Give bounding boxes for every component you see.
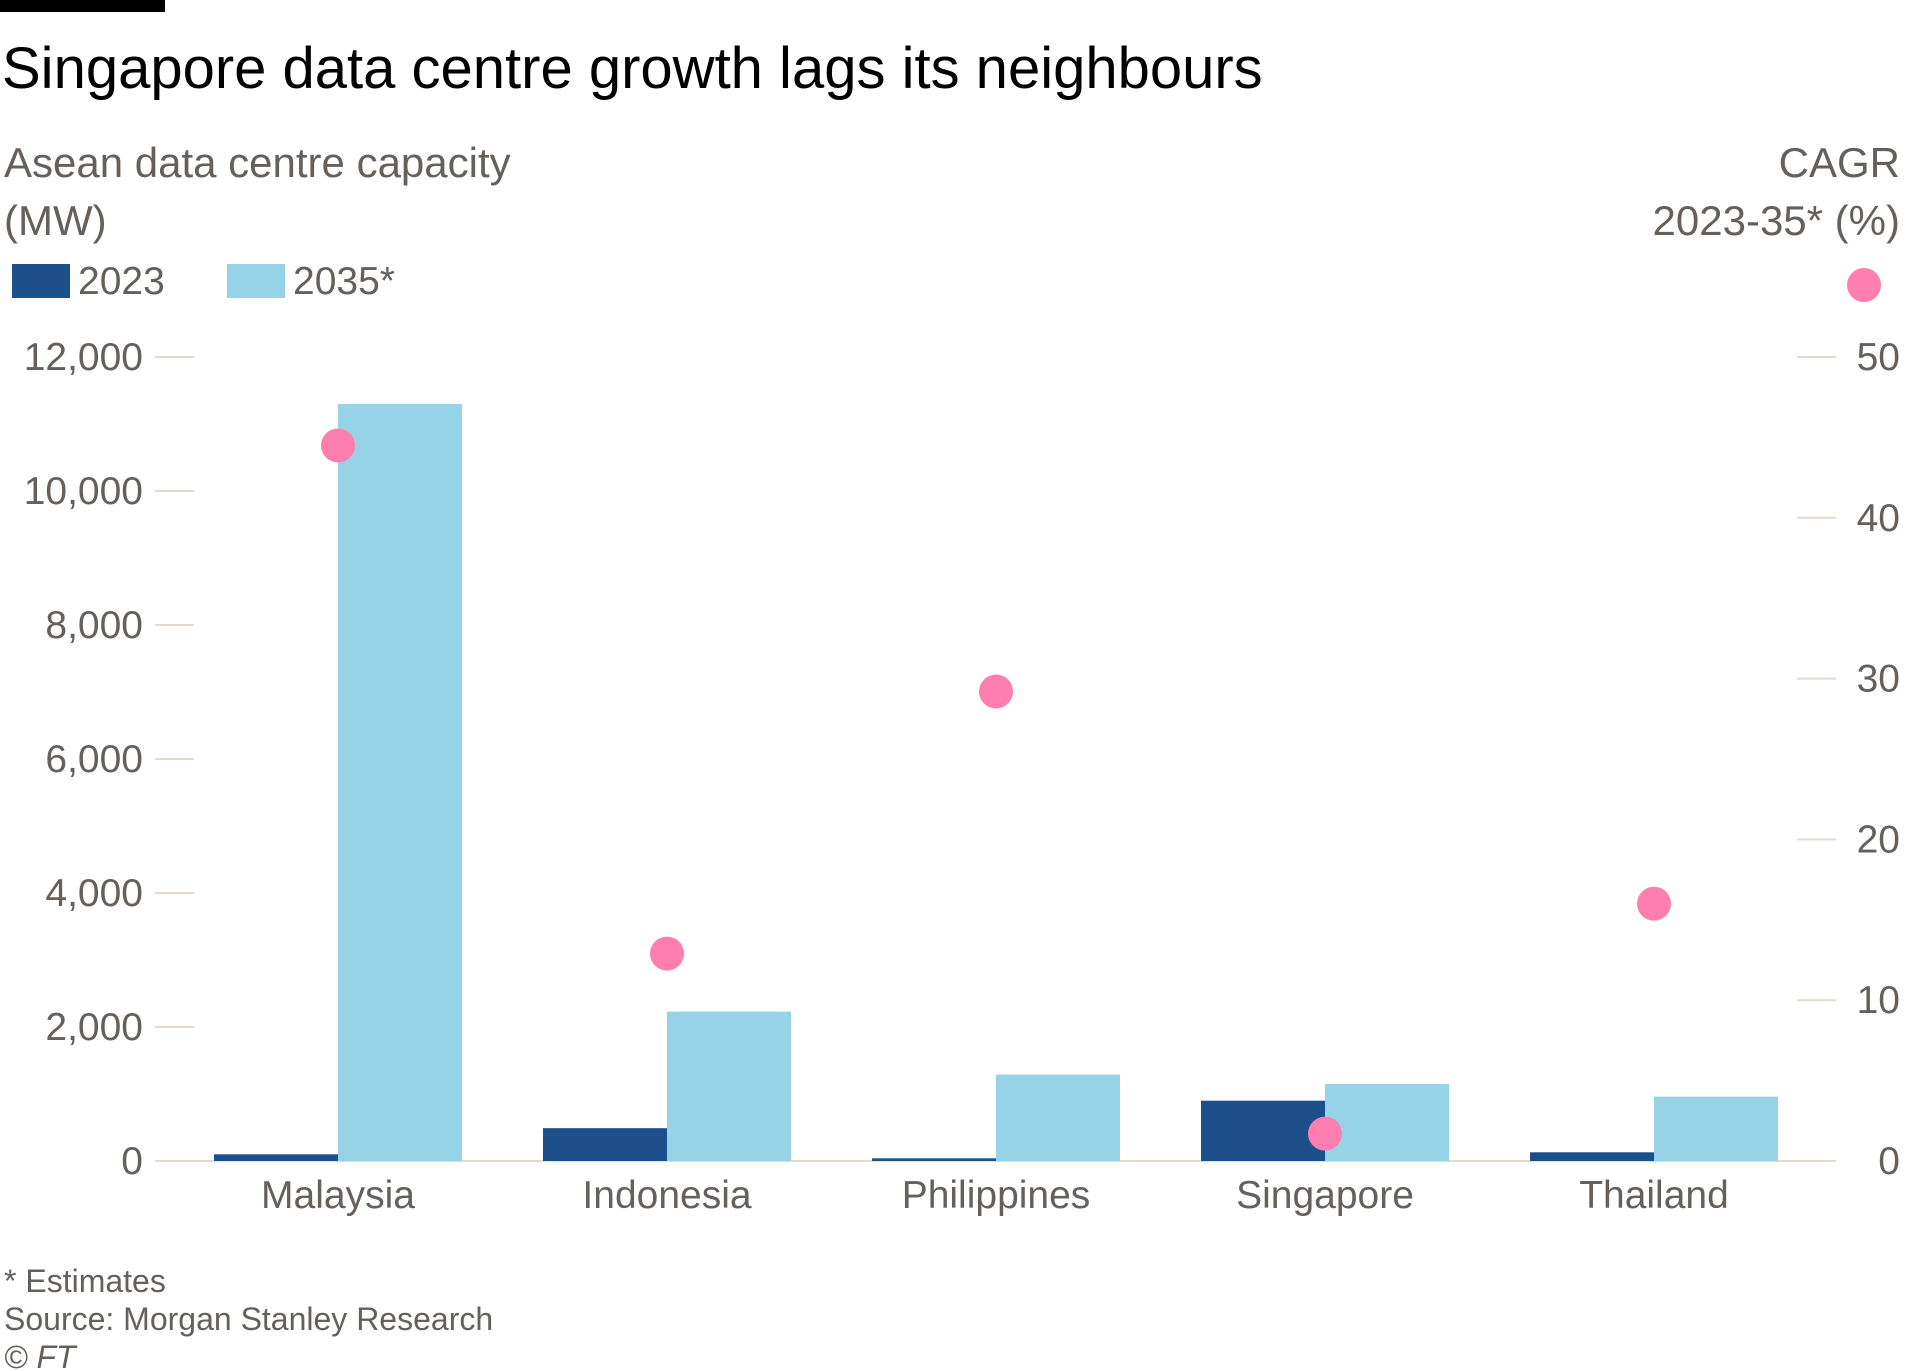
left-tick-label: 6,000: [45, 738, 143, 781]
bar-2035: [996, 1074, 1120, 1161]
cagr-dot: [650, 936, 684, 971]
bar-2023: [214, 1154, 338, 1161]
left-tick-label: 10,000: [24, 470, 143, 513]
legend-label-2035: 2035*: [293, 260, 395, 303]
bar-2023: [1201, 1100, 1325, 1161]
left-tick-label: 8,000: [45, 604, 143, 647]
ft-top-bar: [0, 0, 165, 12]
bar-2035: [1654, 1096, 1778, 1161]
bars: [214, 403, 1778, 1161]
right-tick-label: 0: [1878, 1140, 1900, 1183]
right-axis: 0 10 20 30 40 50: [1797, 336, 1900, 1183]
left-tick-label: 4,000: [45, 872, 143, 915]
category-label: Singapore: [1236, 1174, 1414, 1217]
left-tick-label: 12,000: [24, 336, 143, 379]
credit: © FT: [4, 1339, 78, 1371]
bar-2035: [667, 1011, 791, 1161]
legend-label-2023: 2023: [78, 260, 165, 303]
source: Source: Morgan Stanley Research: [4, 1301, 493, 1337]
right-axis-title-line1: CAGR: [1779, 139, 1900, 186]
right-tick-label: 40: [1857, 497, 1900, 540]
left-axis-title-line1: Asean data centre capacity: [4, 139, 511, 186]
cagr-dot: [321, 428, 355, 463]
category-label: Thailand: [1579, 1174, 1729, 1217]
legend-dot-cagr: [1847, 268, 1881, 302]
left-axis-title-line2: (MW): [4, 197, 107, 244]
category-label: Malaysia: [261, 1174, 415, 1217]
right-tick-label: 10: [1857, 979, 1900, 1022]
left-tick-label: 2,000: [45, 1006, 143, 1049]
right-tick-label: 20: [1857, 818, 1900, 861]
right-tick-label: 50: [1857, 336, 1900, 379]
cagr-dots: [321, 428, 1671, 1151]
category-label: Philippines: [902, 1174, 1091, 1217]
bar-2035: [338, 403, 462, 1161]
right-tick-label: 30: [1857, 658, 1900, 701]
left-tick-label: 0: [121, 1140, 143, 1183]
cagr-dot: [979, 674, 1013, 709]
category-label: Indonesia: [582, 1174, 751, 1217]
legend-swatch-2023: [12, 264, 70, 298]
right-axis-title-line2: 2023-35* (%): [1653, 197, 1900, 244]
category-labels: Malaysia Indonesia Philippines Singapore Tha…: [261, 1174, 1729, 1217]
bar-2023: [872, 1158, 996, 1161]
bar-2023: [1530, 1152, 1654, 1161]
cagr-dot: [1308, 1116, 1342, 1151]
bar-2035: [1325, 1083, 1449, 1161]
chart-title: Singapore data centre growth lags its ne…: [2, 36, 1263, 101]
left-axis: 0 2,000 4,000 6,000 8,000 10,000 12,000: [24, 336, 194, 1183]
bar-2023: [543, 1128, 667, 1161]
cagr-dot: [1637, 886, 1671, 921]
legend-swatch-2035: [227, 264, 285, 298]
footnote: * Estimates: [4, 1263, 166, 1299]
